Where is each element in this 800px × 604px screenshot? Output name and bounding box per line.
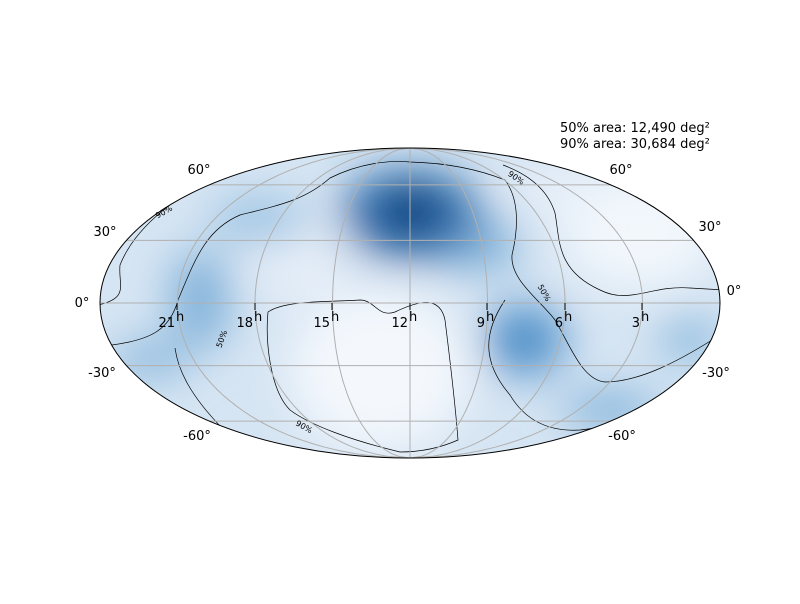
ra-unit: h (641, 310, 649, 325)
ra-label: 9 (477, 316, 485, 331)
ra-label: 18 (236, 316, 253, 331)
dec-label: 30° (698, 220, 721, 235)
ra-unit: h (409, 310, 417, 325)
ra-unit: h (254, 310, 262, 325)
ra-label: 15 (313, 316, 330, 331)
ra-unit: h (176, 310, 184, 325)
area-annotation: 90% area: 30,684 deg² (560, 137, 710, 152)
area-annotation: 50% area: 12,490 deg² (560, 121, 710, 136)
dec-label: -60° (608, 429, 636, 444)
dec-label: 60° (187, 163, 210, 178)
sky-border (99, 147, 721, 459)
ra-label: 12 (391, 316, 408, 331)
dec-label: -60° (183, 429, 211, 444)
ra-label: 6 (555, 316, 563, 331)
ra-unit: h (486, 310, 494, 325)
ra-label: 3 (632, 316, 640, 331)
ra-unit: h (564, 310, 572, 325)
ra-unit: h (331, 310, 339, 325)
ra-label: 21 (158, 316, 175, 331)
dec-label: 30° (93, 225, 116, 240)
dec-label: 0° (727, 284, 742, 299)
dec-label: -30° (702, 366, 730, 381)
dec-label: 60° (609, 163, 632, 178)
dec-label: -30° (88, 366, 116, 381)
dec-label: 0° (75, 296, 90, 311)
